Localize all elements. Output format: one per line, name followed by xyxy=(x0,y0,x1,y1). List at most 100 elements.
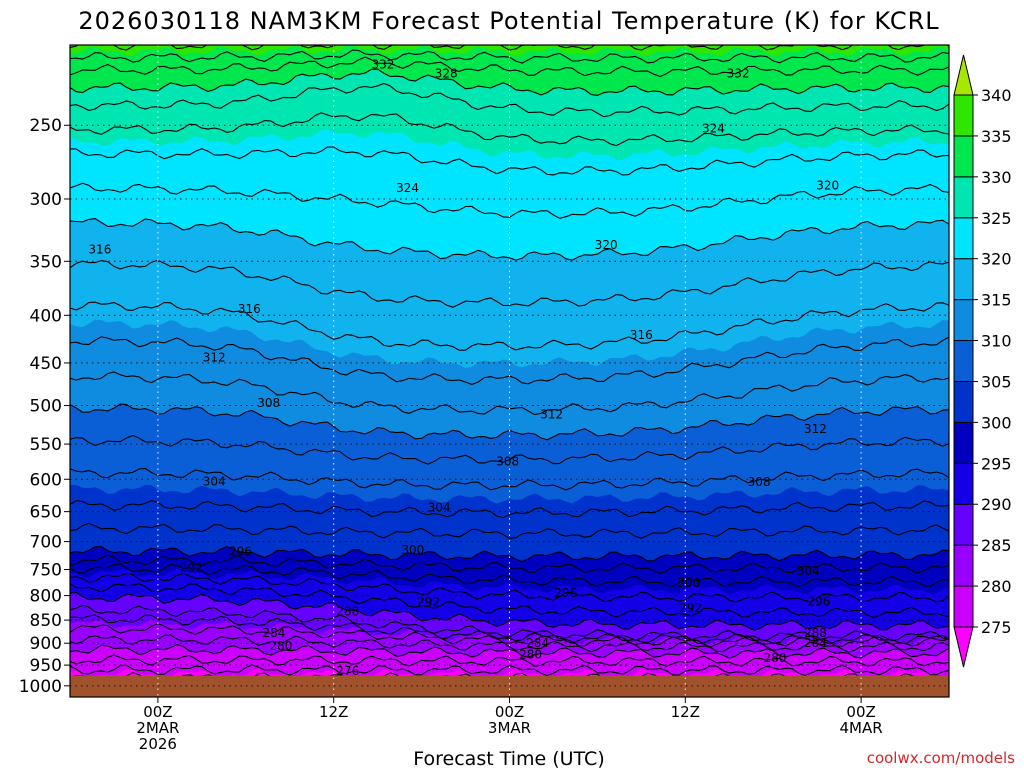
contour-label: 324 xyxy=(702,121,725,135)
y-tick-label: 250 xyxy=(30,116,62,136)
contour-label: 288 xyxy=(804,626,827,640)
contour-label: 292 xyxy=(679,601,702,615)
contour-316 xyxy=(70,301,949,351)
contour-label: 284 xyxy=(262,626,285,640)
contour-labels: 332 328 332 324 324 320 320 316 316 316 312 312 312 3… xyxy=(88,57,839,678)
contour-318 xyxy=(70,259,949,308)
contour-290 xyxy=(70,592,949,631)
contour-308 xyxy=(70,434,949,465)
colorbar-label: 275 xyxy=(981,618,1012,637)
contour-292 xyxy=(70,583,949,619)
colorbar-label: 340 xyxy=(981,86,1012,105)
contour-label: 296 xyxy=(229,544,252,558)
colorbar-swatch xyxy=(953,380,974,423)
contour-278 xyxy=(70,654,949,667)
contour-label: 316 xyxy=(630,328,653,342)
ground-layer xyxy=(70,675,949,697)
contour-328 xyxy=(70,82,949,118)
y-tick-label: 300 xyxy=(30,190,62,210)
contour-300 xyxy=(70,546,949,563)
colorbar-swatch xyxy=(953,503,974,546)
contour-304 xyxy=(70,500,949,519)
credit-text[interactable]: coolwx.com/models xyxy=(867,749,1015,767)
colorbar-swatch xyxy=(953,585,974,628)
colorbar-swatch xyxy=(953,340,974,382)
contour-330 xyxy=(70,68,949,96)
colorbar-label: 320 xyxy=(981,250,1012,269)
contour-label: 300 xyxy=(401,543,424,557)
contour-322 xyxy=(70,182,949,219)
y-tick-label: 950 xyxy=(30,656,62,676)
contour-label: 312 xyxy=(804,422,827,436)
band-fill-above-330 xyxy=(70,45,949,96)
colorbar-label: 280 xyxy=(981,577,1012,596)
contour-276 xyxy=(70,664,949,677)
y-tick-label: 700 xyxy=(30,533,62,553)
y-tick-label: 350 xyxy=(30,252,62,272)
contour-label: 292 xyxy=(417,595,440,609)
colorbar-label: 310 xyxy=(981,332,1012,351)
colorbar-swatch xyxy=(953,135,974,178)
colorbar-label: 315 xyxy=(981,291,1012,310)
contour-label: 284 xyxy=(526,636,549,650)
contour-label: 296 xyxy=(807,595,830,609)
contour-label: 332 xyxy=(371,57,394,71)
colorbar-swatch xyxy=(953,217,974,260)
y-tick-label: 600 xyxy=(30,470,62,490)
contour-284 xyxy=(70,623,949,648)
y-tick-label: 850 xyxy=(30,611,62,631)
colorbar-swatch-high xyxy=(953,54,974,96)
contour-label: 312 xyxy=(540,407,563,421)
contour-296 xyxy=(70,563,949,588)
chart-title: 2026030118 NAM3KM Forecast Potential Tem… xyxy=(78,7,939,35)
colorbar-label: 295 xyxy=(981,454,1012,473)
contour-286 xyxy=(70,614,949,645)
y-tick-label: 750 xyxy=(30,561,62,581)
contour-324 xyxy=(70,146,949,176)
x-tick-label: 00Z xyxy=(495,703,524,721)
contour-label: 304 xyxy=(203,474,226,488)
contour-288 xyxy=(70,604,949,642)
y-tick-label: 800 xyxy=(30,587,62,607)
colorbar-swatch xyxy=(953,544,974,587)
contour-label: 332 xyxy=(727,67,750,81)
colorbar-swatch xyxy=(953,421,974,464)
contour-306 xyxy=(70,467,949,491)
contour-label: 280 xyxy=(270,639,293,653)
y-tick-label: 400 xyxy=(30,306,62,326)
contour-label: 296 xyxy=(554,586,577,600)
contour-282 xyxy=(70,634,949,653)
colorbar-label: 290 xyxy=(981,495,1012,514)
colorbar-label: 330 xyxy=(981,168,1012,187)
contour-294 xyxy=(70,572,949,603)
x-tick-label: 3MAR xyxy=(488,719,531,737)
x-tick-label: 00Z xyxy=(846,703,875,721)
contour-label: 280 xyxy=(764,651,787,665)
colorbar-label: 300 xyxy=(981,413,1012,432)
colorbar: 275 280 285 290 295 300 305 310 315 320 325 330 335 3… xyxy=(953,54,1012,668)
contour-336 xyxy=(70,45,949,51)
colorbar-label: 285 xyxy=(981,536,1012,555)
contour-label: 276 xyxy=(336,664,359,678)
y-tick-label: 500 xyxy=(30,397,62,417)
contour-label: 288 xyxy=(336,604,359,618)
y-tick-label: 550 xyxy=(30,435,62,455)
contour-label: 316 xyxy=(238,302,261,316)
contour-label: 320 xyxy=(816,178,839,192)
contour-label: 292 xyxy=(180,561,203,575)
contour-label: 308 xyxy=(748,475,771,489)
contour-332 xyxy=(70,56,949,78)
colorbar-swatch xyxy=(953,94,974,137)
x-tick-label: 4MAR xyxy=(840,719,883,737)
contour-label: 320 xyxy=(595,238,618,252)
contour-label: 312 xyxy=(203,351,226,365)
contour-label: 300 xyxy=(677,576,700,590)
contour-280 xyxy=(70,644,949,659)
y-tick-label: 650 xyxy=(30,503,62,523)
contour-302 xyxy=(70,522,949,539)
x-axis-label: Forecast Time (UTC) xyxy=(413,748,604,768)
x-tick-label: 12Z xyxy=(319,703,348,721)
y-tick-label: 1000 xyxy=(19,677,62,697)
x-tick-label: 2026 xyxy=(139,735,177,753)
